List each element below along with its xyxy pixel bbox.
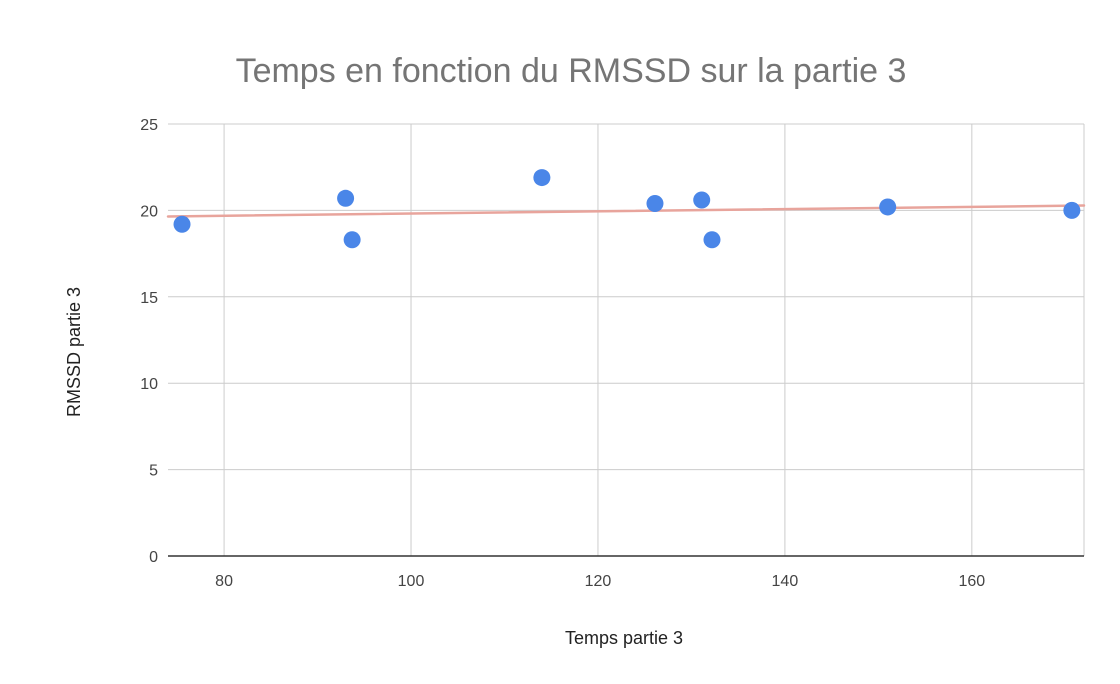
y-tick-label: 10 [140, 376, 158, 393]
x-tick-label: 100 [398, 573, 425, 590]
data-point[interactable] [173, 215, 191, 233]
data-point[interactable] [533, 169, 551, 187]
x-tick-label: 80 [215, 573, 233, 590]
data-point[interactable] [693, 191, 711, 209]
x-tick-label: 140 [772, 573, 799, 590]
data-point[interactable] [343, 231, 361, 249]
data-point[interactable] [337, 189, 355, 207]
trendline-layer [166, 204, 1086, 218]
y-tick-label: 5 [149, 463, 158, 480]
y-tick-label: 0 [149, 549, 158, 566]
x-axis-label: Temps partie 3 [565, 628, 683, 648]
x-axis-ticks: 80 100 120 140 160 [215, 573, 985, 590]
data-point[interactable] [879, 198, 897, 216]
x-tick-label: 160 [958, 573, 985, 590]
y-axis-ticks: 0 5 10 15 20 25 [140, 117, 158, 566]
y-axis-label: RMSSD partie 3 [64, 287, 84, 417]
data-point[interactable] [646, 194, 664, 212]
y-tick-label: 15 [140, 290, 158, 307]
y-tick-label: 25 [140, 117, 158, 134]
y-tick-label: 20 [140, 203, 158, 220]
grid [168, 123, 1085, 557]
data-points [173, 169, 1081, 249]
x-tick-label: 120 [585, 573, 612, 590]
data-point[interactable] [1063, 201, 1081, 219]
trendline [166, 204, 1086, 218]
chart-title: Temps en fonction du RMSSD sur la partie… [236, 52, 907, 90]
data-point[interactable] [703, 231, 721, 249]
